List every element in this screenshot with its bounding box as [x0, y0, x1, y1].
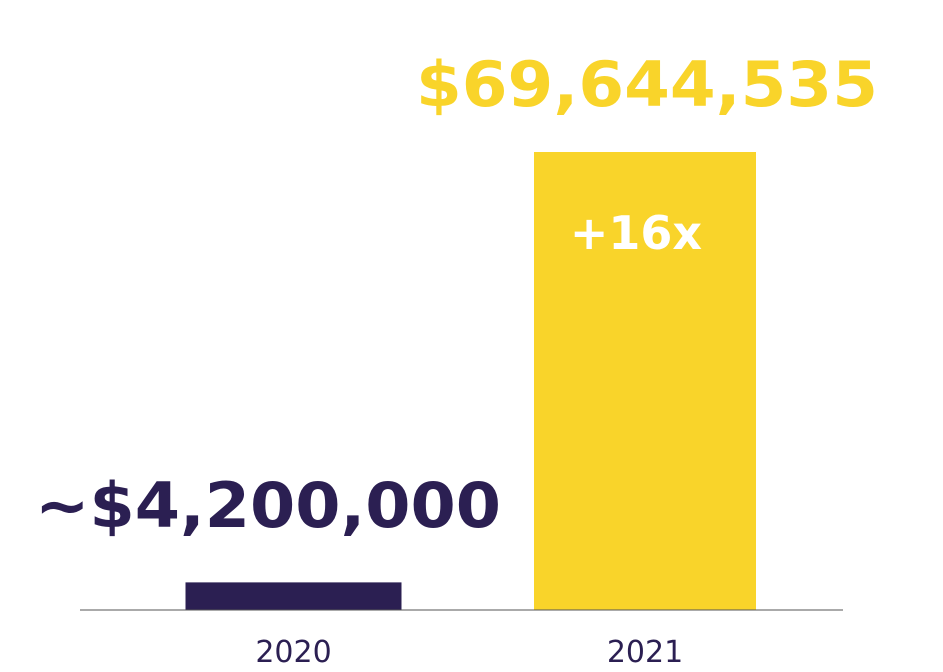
bars-layer — [185, 152, 756, 610]
labels-layer: 2020 2021 ~$4,200,000 $69,644,535 +16x — [35, 48, 878, 670]
tick-label-2021: 2021 — [607, 635, 683, 670]
data-label-2020: ~$4,200,000 — [35, 469, 501, 542]
bar-2021 — [534, 152, 756, 610]
bar-2020 — [185, 582, 402, 610]
data-label-2021: $69,644,535 — [416, 48, 878, 121]
growth-annotation: +16x — [570, 206, 702, 260]
tick-label-2020: 2020 — [255, 635, 331, 670]
